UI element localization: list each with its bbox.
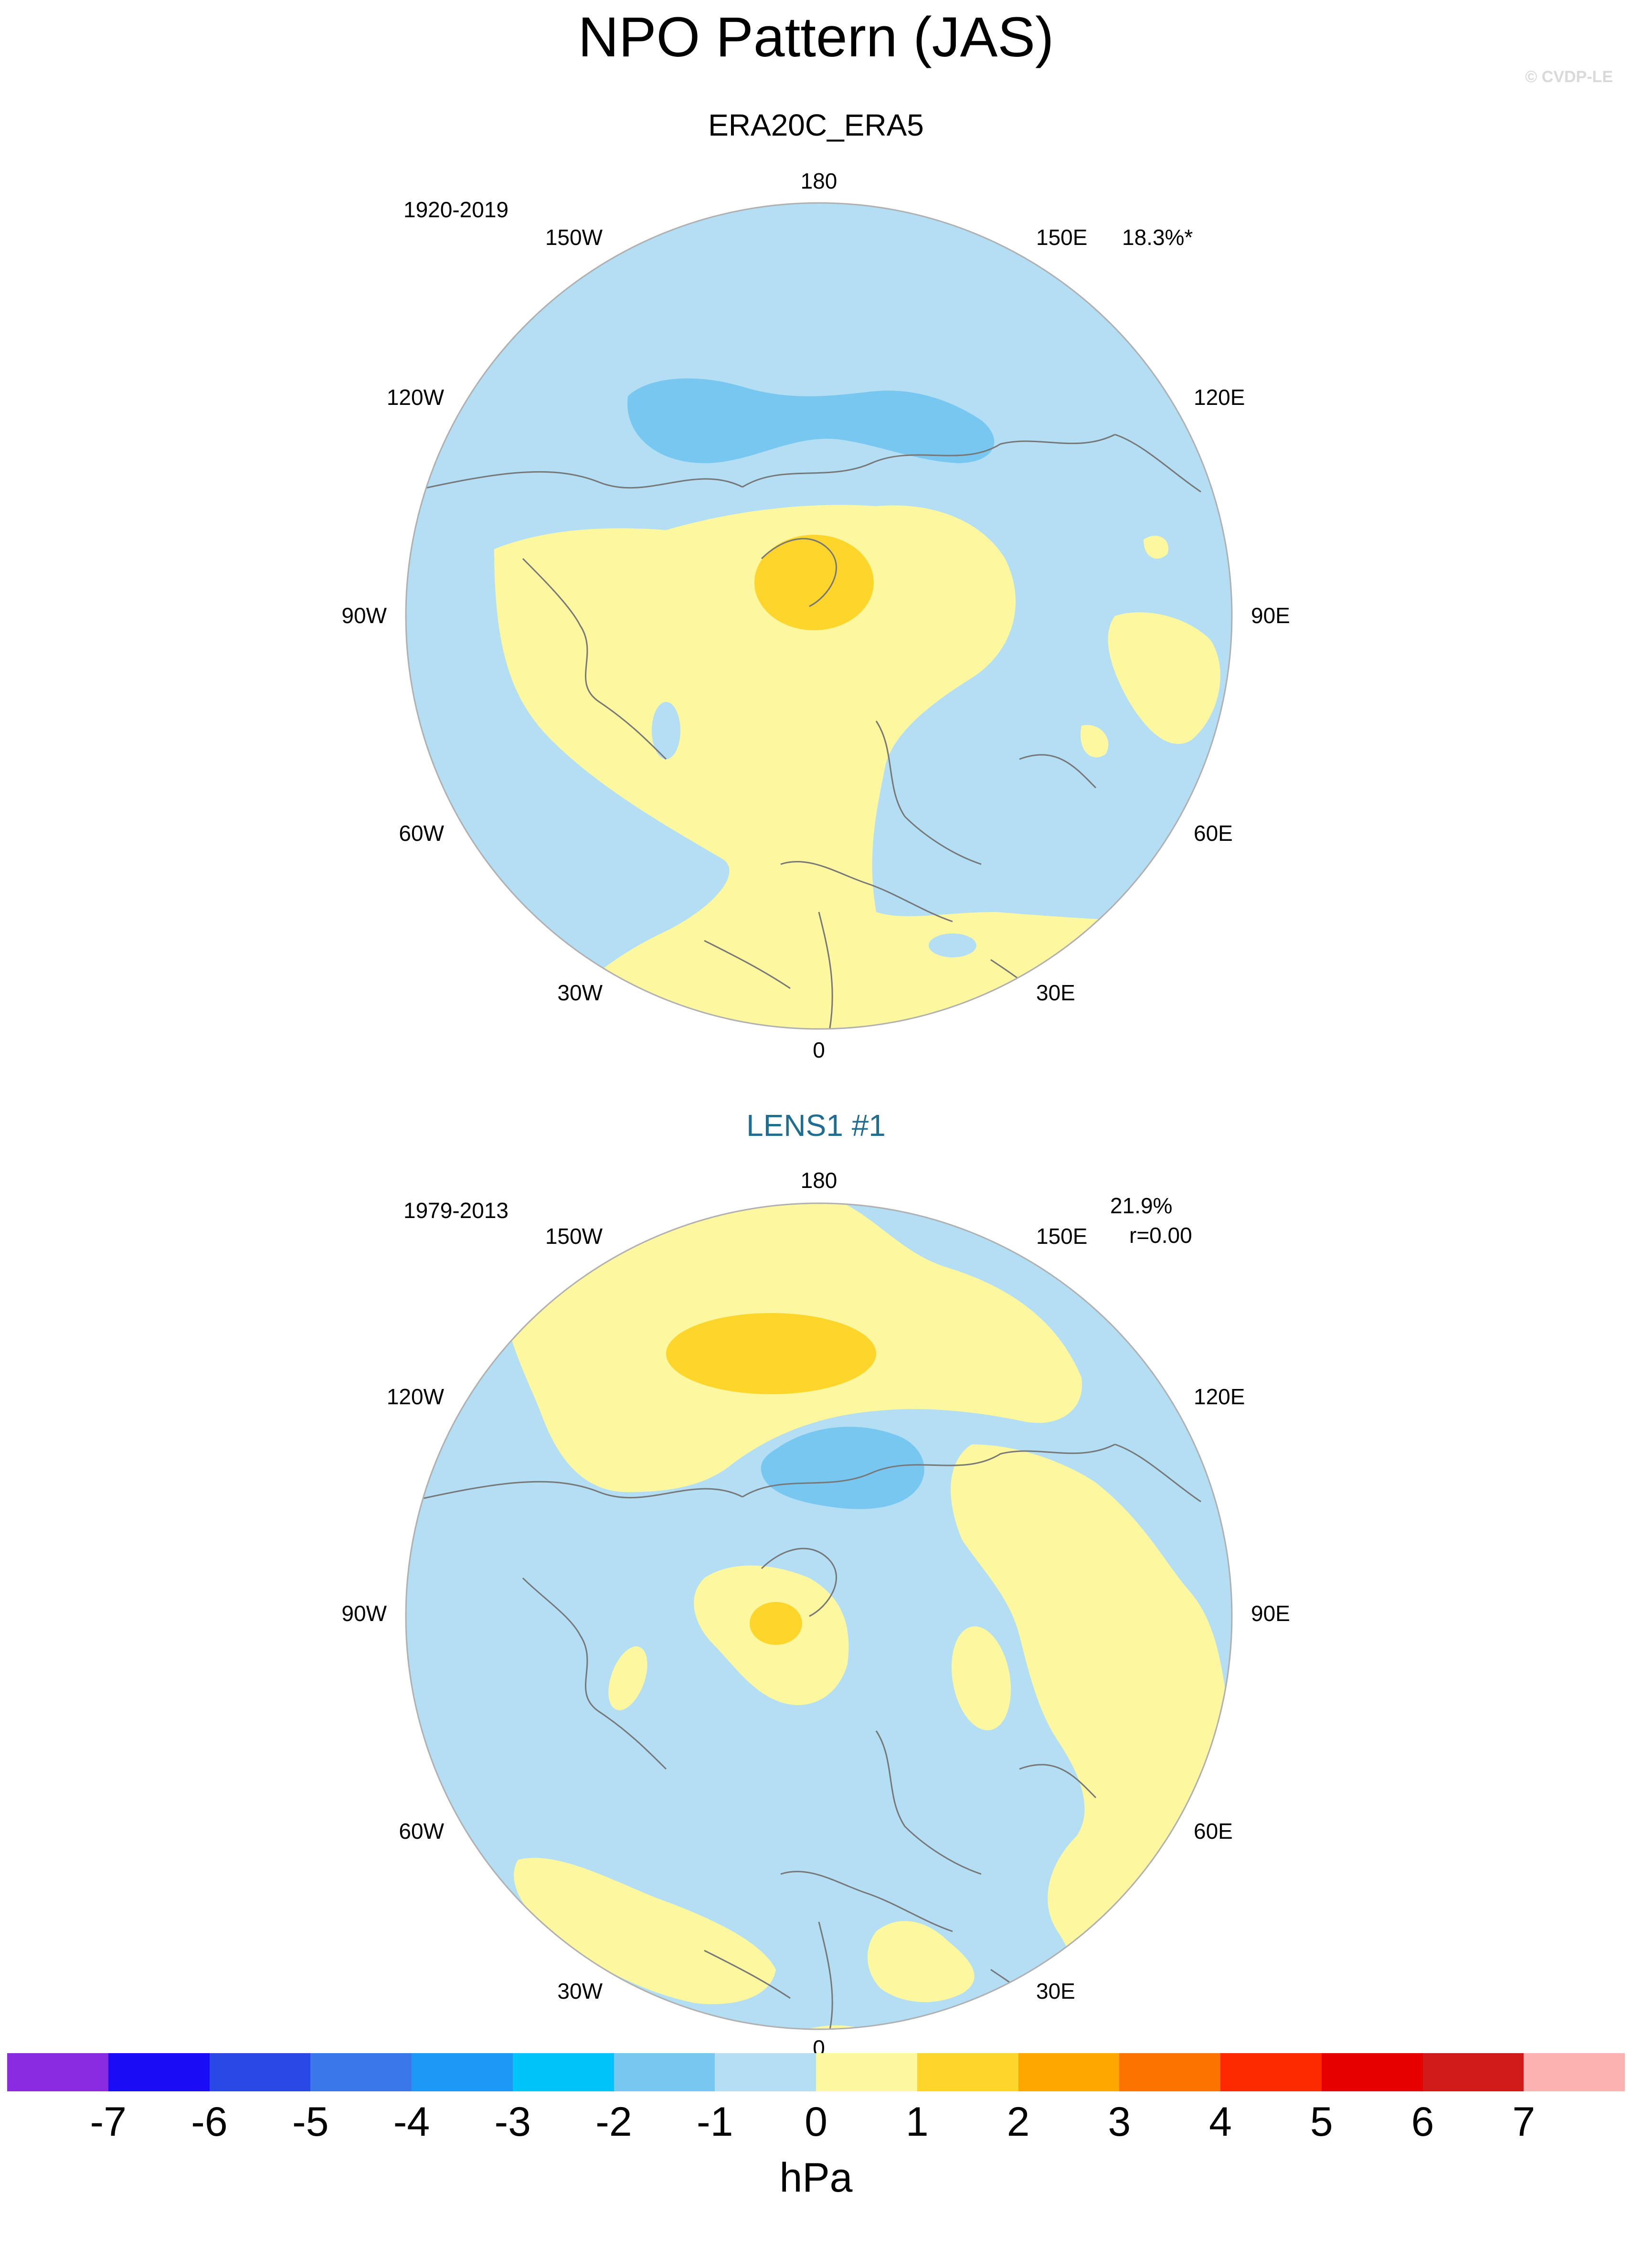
panel-1-field-neg2 xyxy=(627,378,995,463)
panel-2-field-pos2-greenland xyxy=(750,1602,802,1645)
panel-2-field-pos2-pacific xyxy=(666,1313,876,1394)
colorbar-tick-label: 1 xyxy=(905,2099,929,2145)
panel-1-lon-180: 180 xyxy=(800,169,837,193)
panel-1-lon-150e: 150E xyxy=(1036,225,1088,250)
colorbar-tick-label: 7 xyxy=(1512,2099,1536,2145)
panel-2-field-pos1-atlantic xyxy=(514,1858,776,2004)
panel-1-lon-90w: 90W xyxy=(341,603,387,628)
panel-1-field-pos1-asia-2 xyxy=(1144,535,1168,559)
panel-2-lon-120w: 120W xyxy=(386,1384,444,1409)
colorbar-tick-label: -3 xyxy=(494,2099,531,2145)
panel-2-correlation: r=0.00 xyxy=(1129,1223,1192,1248)
colorbar-tick-label: 6 xyxy=(1411,2099,1434,2145)
panel-1-field-pos2 xyxy=(754,535,874,630)
panel-1-title: ERA20C_ERA5 xyxy=(708,108,924,142)
panel-2-lon-90w: 90W xyxy=(341,1601,387,1626)
colorbar-swatch xyxy=(412,2053,513,2091)
colorbar-tick-label: 3 xyxy=(1108,2099,1131,2145)
colorbar-tick-label: 2 xyxy=(1007,2099,1030,2145)
panel-2-lon-150e: 150E xyxy=(1036,1224,1088,1249)
panel-1-lon-60w: 60W xyxy=(399,821,444,846)
panel-1-field-pos1-asia xyxy=(1108,612,1220,744)
panel-1-lon-60e: 60E xyxy=(1194,821,1233,846)
panel-2-map xyxy=(405,1202,1233,2030)
panel-2-title: LENS1 #1 xyxy=(746,1108,886,1143)
colorbar-swatch xyxy=(1018,2053,1120,2091)
panel-2-lon-60w: 60W xyxy=(399,1819,444,1844)
colorbar-tick-label: -4 xyxy=(393,2099,430,2145)
panel-2-variance: 21.9% xyxy=(1110,1193,1173,1218)
colorbar-swatch xyxy=(1321,2053,1423,2091)
panel-1-lon-120w: 120W xyxy=(386,385,444,410)
colorbar-swatch xyxy=(614,2053,715,2091)
figure-title: NPO Pattern (JAS) xyxy=(578,6,1054,69)
panel-1-field-pos1-asia-3 xyxy=(1081,725,1109,758)
credit-watermark: © CVDP-LE xyxy=(1525,68,1613,86)
panel-2-lon-90e: 90E xyxy=(1251,1601,1290,1626)
panel-1-lon-120e: 120E xyxy=(1194,385,1245,410)
colorbar-swatch xyxy=(108,2053,210,2091)
panel-1-lon-0: 0 xyxy=(813,1038,825,1062)
colorbar-tick-label: 4 xyxy=(1209,2099,1232,2145)
panel-2-period: 1979-2013 xyxy=(403,1198,509,1223)
colorbar-tick-label: 0 xyxy=(805,2099,827,2145)
colorbar-unit: hPa xyxy=(779,2155,853,2201)
panel-2-lon-120e: 120E xyxy=(1194,1384,1245,1409)
colorbar-tick-label: -2 xyxy=(595,2099,632,2145)
colorbar-swatch xyxy=(917,2053,1018,2091)
colorbar-swatch xyxy=(1524,2053,1625,2091)
colorbar-swatch xyxy=(310,2053,412,2091)
panel-2-field-pos1-siberia xyxy=(951,1626,1011,1730)
panel-2-lon-180: 180 xyxy=(800,1168,837,1193)
panel-2-lon-60e: 60E xyxy=(1194,1819,1233,1844)
colorbar-tick-label: -6 xyxy=(191,2099,228,2145)
colorbar-swatch xyxy=(816,2053,917,2091)
panel-1-field-pos1-main xyxy=(494,505,1191,1029)
panel-1-map xyxy=(405,202,1233,1030)
panel-1-lon-90e: 90E xyxy=(1251,603,1290,628)
panel-1-lon-30e: 30E xyxy=(1036,980,1075,1005)
colorbar-swatch xyxy=(7,2053,108,2091)
colorbar-swatch xyxy=(1119,2053,1220,2091)
colorbar-swatch xyxy=(1422,2053,1524,2091)
panel-2-lon-30e: 30E xyxy=(1036,1979,1075,2003)
colorbar-tick-label: -5 xyxy=(292,2099,329,2145)
panel-2-field-pos1-europe xyxy=(867,1921,975,2003)
colorbar-tick-label: -7 xyxy=(90,2099,127,2145)
panel-1-lon-30w: 30W xyxy=(557,980,603,1005)
colorbar-tick-label: -1 xyxy=(697,2099,733,2145)
colorbar-swatch xyxy=(715,2053,816,2091)
colorbar xyxy=(7,2053,1625,2091)
panel-2-lon-30w: 30W xyxy=(557,1979,603,2003)
panel-1-variance: 18.3%* xyxy=(1122,225,1193,250)
panel-1-period: 1920-2019 xyxy=(403,197,509,222)
colorbar-swatch xyxy=(512,2053,614,2091)
panel-2-lon-150w: 150W xyxy=(545,1224,603,1249)
panel-1-lon-150w: 150W xyxy=(545,225,603,250)
colorbar-tick-label: 5 xyxy=(1310,2099,1333,2145)
panel-2-field-neg2 xyxy=(761,1427,924,1509)
colorbar-swatch xyxy=(1220,2053,1322,2091)
colorbar-swatch xyxy=(209,2053,311,2091)
